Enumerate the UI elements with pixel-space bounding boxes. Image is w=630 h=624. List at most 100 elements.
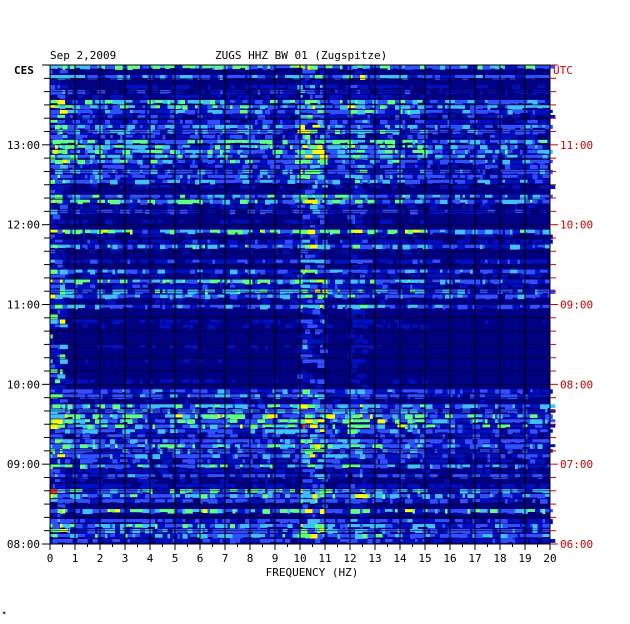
spectrogram-cell	[160, 74, 166, 80]
spectrogram-cell	[332, 234, 336, 240]
spectrogram-cell	[352, 219, 356, 225]
spectrogram-cell	[52, 174, 58, 180]
spectrogram-cell	[492, 389, 496, 394]
spectrogram-cell	[335, 129, 341, 135]
spectrogram-cell	[332, 289, 338, 295]
spectrogram-cell	[525, 294, 528, 298]
spectrogram-cell	[50, 154, 56, 160]
spectrogram-cell	[350, 199, 356, 205]
spectrogram-cell	[50, 109, 56, 115]
spectrogram-cell	[117, 394, 126, 400]
spectrogram-cell	[402, 119, 406, 125]
spectrogram-cell	[185, 99, 188, 105]
spectrogram-cell	[155, 424, 163, 429]
spectrogram-cell	[65, 99, 73, 103]
spectrogram-cell	[62, 199, 71, 205]
spectrogram-cell	[540, 159, 543, 165]
spectrogram-cell	[205, 424, 211, 428]
spectrogram-cell	[470, 159, 473, 163]
spectrogram-cell	[202, 439, 211, 443]
spectrogram-cell	[300, 219, 306, 225]
spectrogram-cell	[190, 65, 196, 69]
spectrogram-cell	[125, 164, 133, 169]
spectrogram-cell	[150, 379, 153, 384]
spectrogram-cell	[297, 259, 301, 264]
spectrogram-cell	[75, 244, 81, 250]
spectrogram-cell	[425, 289, 428, 295]
spectrogram-cell	[500, 259, 508, 264]
spectrogram-cell	[255, 229, 261, 235]
spectrogram-cell	[502, 389, 506, 394]
spectrogram-cell	[462, 74, 468, 80]
spectrogram-cell	[225, 244, 231, 249]
spectrogram-cell	[352, 309, 358, 314]
spectrogram-cell	[70, 229, 73, 234]
spectrogram-cell	[357, 279, 361, 284]
spectrogram-cell	[127, 259, 131, 265]
spectrogram-cell	[362, 124, 368, 129]
spectrogram-cell	[477, 119, 486, 124]
spectrogram-cell	[485, 229, 493, 235]
spectrogram-cell	[185, 199, 193, 205]
spectrogram-cell	[402, 139, 406, 144]
spectrogram-cell	[312, 79, 318, 85]
spectrogram-cell	[340, 104, 348, 110]
spectrogram-cell	[125, 139, 133, 145]
spectrogram-cell	[257, 74, 266, 80]
spectrogram-cell	[307, 344, 316, 348]
spectrogram-cell	[357, 319, 361, 323]
spectrogram-cell	[545, 124, 553, 129]
spectrogram-cell	[150, 239, 158, 243]
spectrogram-cell	[260, 179, 266, 183]
spectrogram-cell	[512, 114, 521, 119]
spectrogram-cell	[415, 424, 418, 429]
spectrogram-cell	[455, 404, 461, 410]
spectrogram-cell	[405, 324, 411, 330]
spectrogram-cell	[292, 194, 298, 200]
spectrogram-cell	[492, 149, 496, 155]
spectrogram-cell	[295, 84, 298, 90]
spectrogram-cell	[132, 139, 141, 144]
spectrogram-cell	[225, 409, 231, 414]
spectrogram-cell	[372, 389, 381, 394]
spectrogram-cell	[180, 119, 183, 124]
spectrogram-cell	[270, 409, 278, 414]
spectrogram-cell	[352, 359, 361, 364]
spectrogram-cell	[90, 259, 98, 264]
spectrogram-cell	[412, 324, 418, 328]
spectrogram-cell	[282, 279, 291, 284]
spectrogram-cell	[62, 434, 66, 437]
spectrogram-cell	[140, 234, 148, 239]
spectrogram-cell	[455, 389, 461, 394]
spectrogram-cell	[207, 119, 213, 125]
spectrogram-cell	[55, 239, 63, 243]
spectrogram-cell	[380, 299, 386, 304]
spectrogram-cell	[225, 444, 231, 449]
spectrogram-cell	[200, 124, 208, 129]
spectrogram-cell	[355, 429, 358, 434]
spectrogram-cell	[217, 429, 226, 434]
spectrogram-cell	[520, 194, 528, 200]
spectrogram-cell	[330, 124, 336, 128]
spectrogram-cell	[307, 304, 316, 309]
spectrogram-cell	[57, 299, 66, 305]
spectrogram-cell	[205, 144, 211, 150]
spectrogram-cell	[517, 444, 523, 449]
spectrogram-cell	[260, 444, 268, 449]
spectrogram-cell	[540, 449, 546, 454]
spectrogram-cell	[347, 389, 356, 395]
spectrogram-cell	[365, 274, 373, 278]
spectrogram-cell	[217, 294, 226, 298]
spectrogram-cell	[120, 279, 128, 284]
spectrogram-cell	[120, 104, 128, 109]
spectrogram-cell	[212, 154, 216, 160]
spectrogram-cell	[247, 434, 251, 439]
spectrogram-cell	[420, 279, 426, 284]
spectrogram-cell	[237, 244, 241, 249]
spectrogram-cell	[217, 359, 223, 364]
spectrogram-cell	[387, 119, 391, 124]
spectrogram-cell	[65, 419, 68, 424]
spectrogram-cell	[152, 109, 158, 113]
spectrogram-cell	[500, 144, 508, 150]
spectrogram-cell	[210, 144, 213, 150]
